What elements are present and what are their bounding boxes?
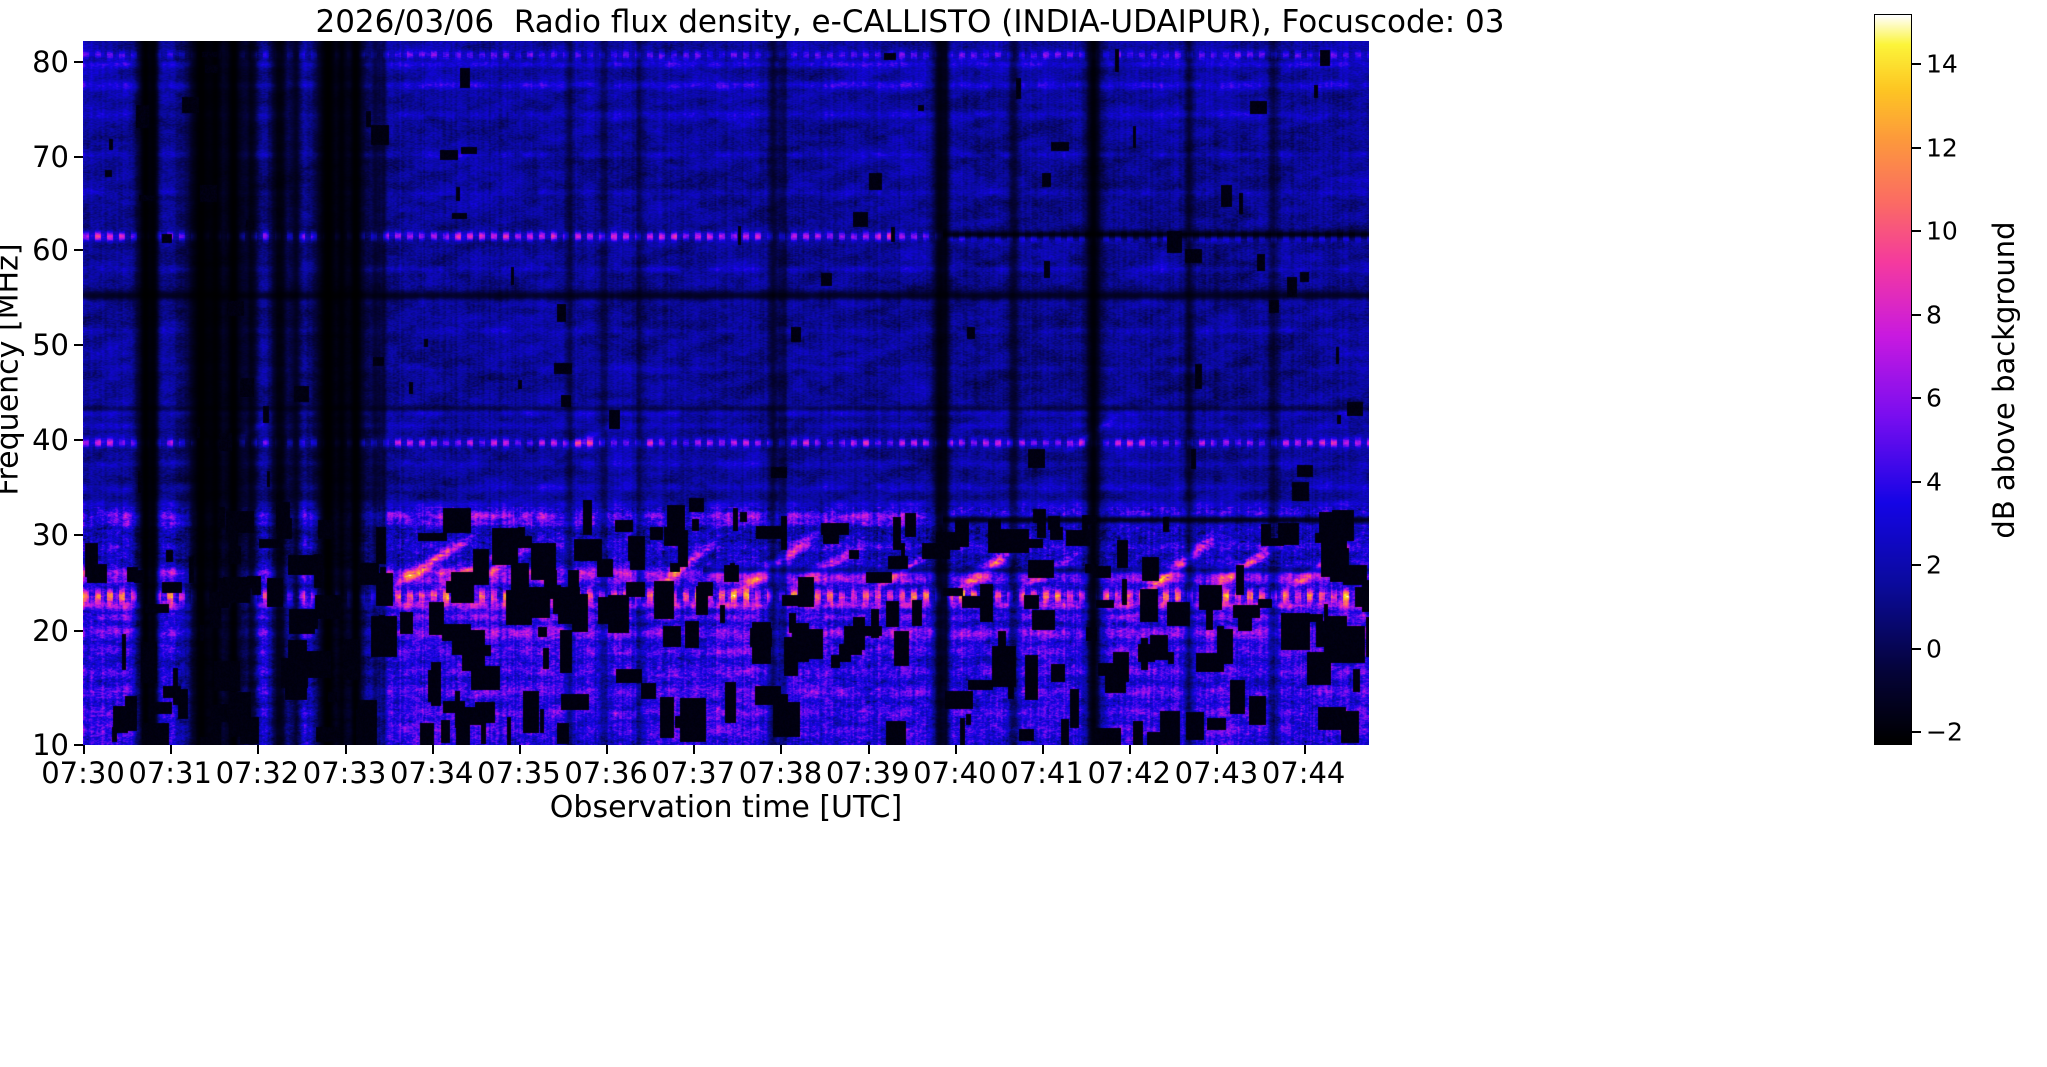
x-tick-label: 07:35	[477, 756, 561, 790]
y-tick-mark	[74, 439, 83, 442]
spectrogram-image	[83, 41, 1369, 745]
y-tick-mark	[74, 249, 83, 252]
x-tick-mark	[431, 745, 434, 754]
colorbar-tick-mark	[1912, 564, 1921, 567]
colorbar-tick-label: 4	[1926, 467, 1942, 497]
x-tick-mark	[344, 745, 347, 754]
x-tick-label: 07:40	[913, 756, 997, 790]
x-tick-label: 07:43	[1174, 756, 1259, 790]
colorbar-tick-mark	[1912, 230, 1921, 233]
colorbar-gradient	[1874, 14, 1912, 745]
x-tick-label: 07:36	[564, 756, 648, 790]
spectrogram-plot-area	[83, 41, 1369, 745]
colorbar-tick-label: −2	[1926, 717, 1963, 747]
x-tick-mark	[83, 745, 85, 754]
x-tick-label: 07:32	[215, 756, 300, 790]
y-tick-mark	[74, 61, 83, 64]
x-tick-label: 07:41	[1000, 756, 1084, 790]
page-title: 2026/03/06 Radio flux density, e-CALLIST…	[315, 4, 1505, 40]
x-tick-mark	[1042, 745, 1045, 754]
colorbar-tick-label: 8	[1926, 300, 1942, 330]
x-tick-label: 07:31	[128, 756, 212, 790]
y-tick-mark	[74, 534, 83, 537]
x-tick-label: 07:34	[389, 756, 474, 790]
y-tick-mark	[74, 744, 83, 746]
x-tick-label: 07:42	[1087, 756, 1172, 790]
x-tick-mark	[606, 745, 609, 754]
x-tick-mark	[1129, 745, 1132, 754]
y-tick-mark	[74, 344, 83, 347]
x-tick-mark	[1216, 745, 1219, 754]
colorbar-tick-mark	[1912, 63, 1921, 66]
y-tick-mark	[74, 629, 83, 632]
x-tick-mark	[518, 745, 521, 754]
x-tick-label: 07:44	[1261, 756, 1346, 790]
y-axis: Frequency [MHz] 80 70 60 50 40 30 20 10	[0, 0, 83, 762]
colorbar-tick-mark	[1912, 313, 1921, 316]
y-tick-label: 20	[32, 613, 69, 648]
colorbar-tick-mark	[1912, 480, 1921, 483]
colorbar-tick-mark	[1912, 146, 1921, 149]
colorbar-tick-label: 0	[1926, 634, 1942, 664]
y-tick-label: 30	[32, 518, 69, 553]
x-tick-label: 07:33	[302, 756, 387, 790]
colorbar-canvas	[1875, 15, 1911, 744]
colorbar-tick-label: 10	[1926, 216, 1958, 246]
colorbar: −2 0 2 4 6 8 10 12 14	[1874, 14, 1963, 747]
x-tick-mark	[257, 745, 260, 754]
colorbar-tick-label: 14	[1926, 49, 1958, 79]
y-tick-label: 80	[32, 45, 69, 80]
x-tick-mark	[693, 745, 696, 754]
colorbar-tick-mark	[1912, 397, 1921, 400]
y-tick-label: 40	[32, 423, 69, 458]
x-tick-mark	[954, 745, 957, 754]
y-tick-label: 50	[32, 328, 69, 363]
x-tick-label: 07:39	[825, 756, 910, 790]
x-tick-mark	[780, 745, 783, 754]
colorbar-tick-mark	[1912, 647, 1921, 650]
colorbar-tick-label: 12	[1926, 133, 1958, 163]
x-tick-mark	[1303, 745, 1306, 754]
y-tick-label: 10	[32, 728, 69, 762]
colorbar-title-holder: dB above background	[1985, 14, 2023, 745]
x-axis-title: Observation time [UTC]	[549, 790, 903, 825]
x-axis: 07:30 07:31 07:32 07:33 07:34 07:35 07:36 07:37…	[41, 745, 1369, 865]
y-tick-mark	[74, 156, 83, 159]
colorbar-tick-mark	[1912, 731, 1921, 734]
colorbar-tick-label: 6	[1926, 383, 1942, 413]
colorbar-tick-label: 2	[1926, 550, 1942, 580]
x-tick-mark	[867, 745, 870, 754]
colorbar-title: dB above background	[1987, 220, 2021, 539]
x-tick-label: 07:38	[738, 756, 823, 790]
x-tick-label: 07:30	[41, 756, 125, 790]
y-tick-label: 70	[32, 140, 69, 175]
x-tick-mark	[170, 745, 173, 754]
y-tick-label: 60	[32, 233, 69, 268]
x-tick-label: 07:37	[651, 756, 736, 790]
